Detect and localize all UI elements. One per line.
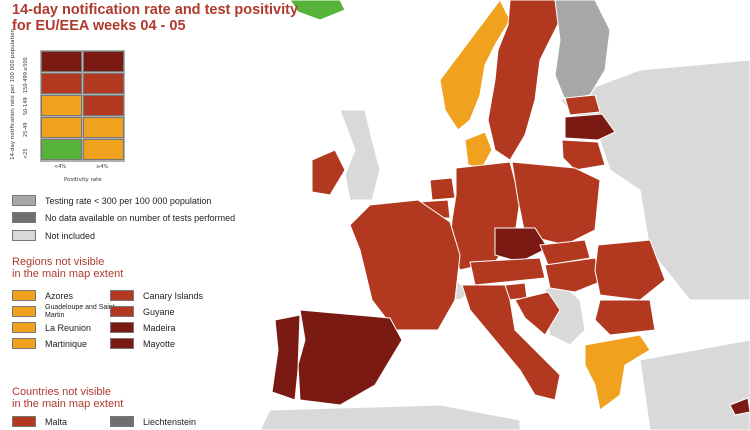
north-africa-shape: [259, 404, 521, 430]
country-label: Malta: [45, 417, 68, 427]
denmark-region: [464, 131, 493, 169]
legend-label: Madeira: [143, 323, 176, 333]
spain-region: [297, 309, 403, 406]
matrix-y-axis-label: 14-day notification rate per 100 000 pop…: [10, 28, 16, 160]
russia-belarus-ukraine-shape: [559, 59, 750, 301]
countries-heading-line-1: Countries not visible: [12, 386, 112, 398]
countries-heading: Countries not visible in the main map ex…: [12, 386, 123, 410]
hungary-region: [544, 257, 606, 293]
no-data-label: No data available on number of tests per…: [45, 213, 236, 223]
matrix-cell: [83, 73, 124, 94]
legend-label: Azores: [45, 291, 74, 301]
matrix-cell: [41, 73, 82, 94]
matrix-cell: [83, 117, 124, 138]
turkey-shape: [639, 339, 750, 430]
legend-swatch: [110, 306, 134, 317]
greece-region: [584, 334, 651, 411]
legend-swatch: [110, 338, 134, 349]
legend-label: Canary Islands: [143, 291, 204, 301]
latvia-region: [564, 113, 616, 141]
legend-label: Guadeloupe and Saint Martin: [45, 304, 115, 319]
matrix-cell: [83, 139, 124, 160]
portugal-region: [271, 314, 301, 401]
map-title: 14-day notification rate and test positi…: [12, 2, 298, 34]
legend-swatch: [12, 306, 36, 317]
matrix-x-tick: ≥4%: [96, 164, 109, 170]
matrix-y-tick: 25-49: [23, 122, 29, 137]
non-eu-land: [259, 59, 750, 430]
title-line-1: 14-day notification rate and test positi…: [12, 2, 299, 18]
france-region: [349, 199, 461, 331]
country-label: Liechtenstein: [143, 417, 197, 427]
matrix-cell: [83, 95, 124, 116]
legend-swatch: [12, 338, 36, 349]
matrix-cell: [41, 139, 82, 160]
legend-swatch: [12, 322, 36, 333]
great-britain-shape: [339, 109, 381, 201]
slovakia-region: [539, 239, 591, 266]
not-included-label: Not included: [45, 231, 96, 241]
matrix-cell: [41, 51, 82, 72]
regions-heading-line-1: Regions not visible: [12, 256, 105, 268]
lithuania-region: [561, 139, 606, 171]
estonia-region: [564, 94, 601, 116]
matrix-cell: [41, 95, 82, 116]
norway-region: [439, 0, 511, 131]
matrix-x-axis-label: Positivity rate: [64, 177, 102, 183]
not-included-swatch: [12, 230, 36, 241]
czechia-region: [494, 227, 549, 263]
matrix-y-tick: 150-499: [23, 72, 29, 93]
matrix-y-tick: 50-149: [23, 97, 29, 115]
title-line-2: for EU/EEA weeks 04 - 05: [12, 18, 186, 34]
matrix-x-tick: <4%: [54, 164, 67, 170]
poland-region: [511, 161, 601, 246]
legend-label: La Reunion: [45, 323, 92, 333]
countries-heading-line-2: in the main map extent: [12, 398, 124, 410]
matrix-cell: [41, 117, 82, 138]
regions-heading: Regions not visible in the main map exte…: [12, 256, 123, 280]
rate-positivity-matrix: [40, 50, 125, 162]
no-data-swatch: [12, 212, 36, 223]
matrix-cell: [83, 51, 124, 72]
matrix-y-tick: <25: [23, 148, 29, 159]
italy-region: [461, 284, 561, 401]
country-swatch: [12, 416, 36, 427]
austria-region: [469, 257, 546, 286]
legend-swatch: [110, 290, 134, 301]
testing-rate-label: Testing rate < 300 per 100 000 populatio…: [45, 196, 212, 206]
legend-label: Mayotte: [143, 339, 176, 349]
legend-swatch: [110, 322, 134, 333]
netherlands-region: [429, 177, 456, 201]
regions-heading-line-2: in the main map extent: [12, 268, 124, 280]
country-swatch: [110, 416, 134, 427]
cyprus-region: [729, 397, 750, 416]
legend-label: Guyane: [143, 307, 175, 317]
ireland-region: [311, 149, 346, 196]
legend-label: Martinique: [45, 339, 88, 349]
croatia-region: [514, 291, 561, 336]
legend-swatch: [12, 290, 36, 301]
matrix-y-tick: ≥500: [23, 57, 29, 71]
testing-rate-swatch: [12, 195, 36, 206]
bulgaria-region: [594, 299, 656, 336]
iceland-region: [289, 0, 346, 21]
